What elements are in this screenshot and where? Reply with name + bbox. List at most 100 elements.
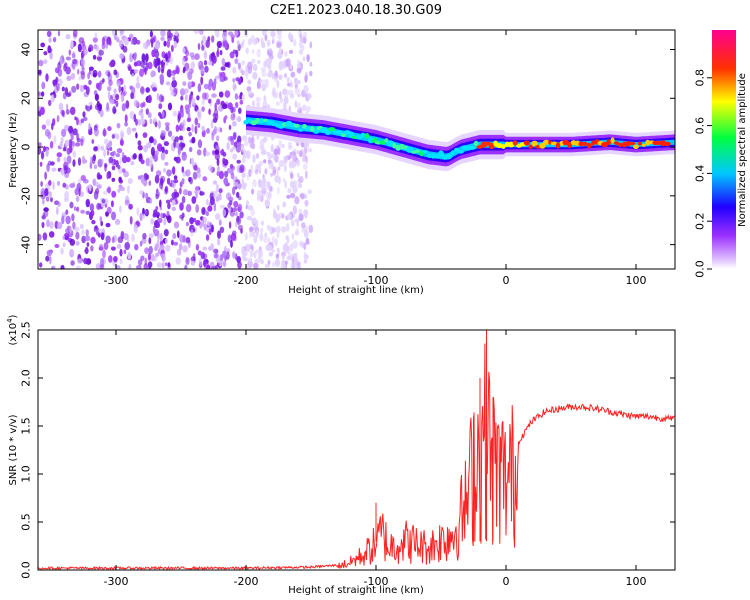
noise-speckle xyxy=(77,43,82,53)
noise-speckle xyxy=(44,171,47,180)
noise-speckle xyxy=(108,79,113,87)
noise-speckle xyxy=(125,100,130,109)
noise-speckle xyxy=(155,252,160,257)
noise-speckle xyxy=(226,142,230,151)
noise-speckle xyxy=(219,204,226,209)
noise-speckle xyxy=(222,40,228,48)
noise-speckle xyxy=(103,149,106,158)
noise-speckle xyxy=(248,257,253,264)
noise-speckle xyxy=(107,91,111,100)
noise-speckle xyxy=(220,71,226,79)
ridge-blob xyxy=(512,140,518,146)
noise-speckle xyxy=(202,176,208,182)
noise-speckle xyxy=(145,87,150,93)
noise-speckle xyxy=(213,78,217,86)
noise-speckle xyxy=(210,120,214,129)
noise-speckle xyxy=(267,159,272,164)
noise-speckle xyxy=(163,40,167,47)
noise-speckle xyxy=(160,30,166,37)
noise-speckle xyxy=(200,76,204,85)
noise-speckle xyxy=(172,233,177,240)
noise-speckle xyxy=(144,209,148,215)
noise-speckle xyxy=(197,43,201,50)
noise-speckle xyxy=(278,160,285,168)
noise-speckle xyxy=(185,221,189,227)
noise-speckle xyxy=(236,215,240,223)
noise-speckle xyxy=(147,94,152,104)
noise-speckle xyxy=(151,49,156,58)
noise-speckle xyxy=(60,168,65,175)
noise-speckle xyxy=(196,149,202,156)
noise-speckle xyxy=(158,103,163,110)
noise-speckle xyxy=(259,233,264,242)
noise-speckle xyxy=(231,37,234,44)
noise-speckle xyxy=(144,257,148,266)
noise-speckle xyxy=(131,233,135,242)
ridge-blob xyxy=(523,140,530,146)
noise-speckle xyxy=(90,69,94,77)
noise-speckle xyxy=(283,164,287,173)
ridge-blob xyxy=(438,150,444,157)
noise-speckle xyxy=(63,165,68,175)
ridge-blob xyxy=(488,142,495,150)
noise-speckle xyxy=(41,124,47,130)
noise-speckle xyxy=(140,86,145,95)
noise-speckle xyxy=(289,80,293,89)
noise-speckle xyxy=(150,254,155,262)
ridge-blob xyxy=(293,123,300,128)
colorbar-ticks: 0.0 0.2 0.4 0.6 0.8 xyxy=(694,69,712,278)
noise-speckle xyxy=(189,94,193,100)
noise-speckle xyxy=(176,248,182,256)
noise-speckle xyxy=(71,141,76,148)
snr-frame xyxy=(37,329,676,571)
noise-speckle xyxy=(276,225,281,234)
noise-speckle xyxy=(133,224,138,233)
noise-speckle xyxy=(71,85,77,93)
noise-speckle xyxy=(171,239,174,246)
noise-speckle xyxy=(45,148,49,157)
noise-speckle xyxy=(236,191,240,198)
noise-speckle xyxy=(81,235,86,244)
noise-speckle xyxy=(232,120,237,127)
noise-speckle xyxy=(191,97,196,106)
noise-speckle xyxy=(261,83,267,92)
noise-speckle xyxy=(160,36,165,41)
noise-speckle xyxy=(142,207,145,216)
noise-speckle xyxy=(147,261,153,268)
ridge-blob xyxy=(309,126,315,132)
snr-y-multiplier-prefix: (x10 xyxy=(8,323,19,346)
noise-speckle xyxy=(148,237,152,245)
noise-speckle xyxy=(303,251,307,257)
noise-speckle xyxy=(54,67,60,74)
noise-speckle xyxy=(175,140,179,149)
noise-speckle xyxy=(181,57,185,66)
noise-speckle xyxy=(249,142,252,149)
noise-speckle xyxy=(77,68,80,75)
noise-speckle xyxy=(57,30,61,37)
noise-speckle xyxy=(177,115,180,123)
noise-speckle xyxy=(55,206,59,215)
noise-speckle xyxy=(140,255,145,261)
colorbar-tick-label: 0.0 xyxy=(694,260,707,278)
noise-speckle xyxy=(287,89,294,96)
noise-speckle xyxy=(237,62,241,67)
noise-speckle xyxy=(271,248,275,253)
ridge-blob xyxy=(298,128,304,132)
ridge-blob xyxy=(386,140,394,146)
noise-speckle xyxy=(88,123,91,130)
noise-speckle xyxy=(140,159,145,165)
noise-speckle xyxy=(250,208,256,217)
noise-speckle xyxy=(204,210,208,216)
noise-speckle xyxy=(244,140,249,147)
noise-speckle xyxy=(267,191,272,200)
noise-speckle xyxy=(171,135,176,141)
noise-speckle xyxy=(149,118,153,125)
noise-speckle xyxy=(290,262,295,269)
snr-y-tick-label: 0.0 xyxy=(20,561,33,579)
noise-speckle xyxy=(139,240,143,247)
noise-speckle xyxy=(285,155,288,162)
noise-speckle xyxy=(48,37,52,43)
noise-speckle xyxy=(80,70,86,80)
noise-speckle xyxy=(41,221,45,229)
noise-speckle xyxy=(116,148,123,154)
